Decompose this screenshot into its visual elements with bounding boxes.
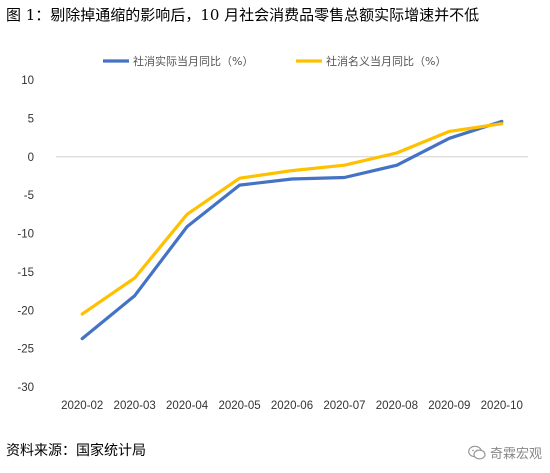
x-tick-label: 2020-06 bbox=[271, 400, 313, 412]
y-tick-label: -10 bbox=[17, 229, 34, 241]
x-tick-label: 2020-04 bbox=[166, 400, 209, 412]
x-tick-label: 2020-09 bbox=[428, 400, 470, 412]
watermark: 奇霖宏观 bbox=[468, 443, 542, 462]
y-axis: 10 5 0 -5 -10 -15 -20 -25 -30 bbox=[17, 75, 34, 394]
x-tick-label: 2020-10 bbox=[481, 400, 523, 412]
x-tick-label: 2020-02 bbox=[61, 400, 103, 412]
line-chart: 社消实际当月同比（%） 社消名义当月同比（%） 10 5 0 -5 -10 -15 -20 -2… bbox=[17, 54, 528, 412]
y-tick-label: -30 bbox=[17, 382, 34, 394]
y-tick-label: -15 bbox=[17, 267, 34, 279]
y-tick-label: -25 bbox=[17, 344, 34, 356]
y-tick-label: -5 bbox=[24, 190, 34, 202]
x-tick-label: 2020-05 bbox=[218, 400, 260, 412]
x-tick-label: 2020-08 bbox=[376, 400, 418, 412]
series-lines bbox=[80, 119, 504, 341]
x-tick-label: 2020-07 bbox=[323, 400, 365, 412]
watermark-text: 奇霖宏观 bbox=[489, 447, 542, 462]
wechat-icon bbox=[468, 445, 486, 460]
chart: 社消实际当月同比（%） 社消名义当月同比（%） 10 5 0 -5 -10 -15 -20 -2… bbox=[0, 38, 550, 430]
x-axis: 2020-02 2020-03 2020-04 2020-05 2020-06 2020-… bbox=[61, 400, 523, 412]
y-tick-label: 10 bbox=[21, 75, 34, 87]
y-tick-label: 5 bbox=[28, 113, 34, 125]
figure-title: 图 1：剔除掉通缩的影响后，10 月社会消费品零售总额实际增速并不低 bbox=[6, 6, 480, 24]
y-tick-label: 0 bbox=[28, 152, 34, 164]
legend-label-2: 社消名义当月同比（%） bbox=[326, 54, 446, 68]
y-tick-label: -20 bbox=[17, 305, 34, 317]
x-tick-label: 2020-03 bbox=[114, 400, 156, 412]
series-line-2 bbox=[80, 122, 504, 316]
source-note: 资料来源：国家统计局 bbox=[6, 443, 146, 459]
series-line-1 bbox=[80, 119, 504, 341]
legend-label-1: 社消实际当月同比（%） bbox=[133, 54, 253, 68]
legend: 社消实际当月同比（%） 社消名义当月同比（%） bbox=[103, 54, 446, 68]
